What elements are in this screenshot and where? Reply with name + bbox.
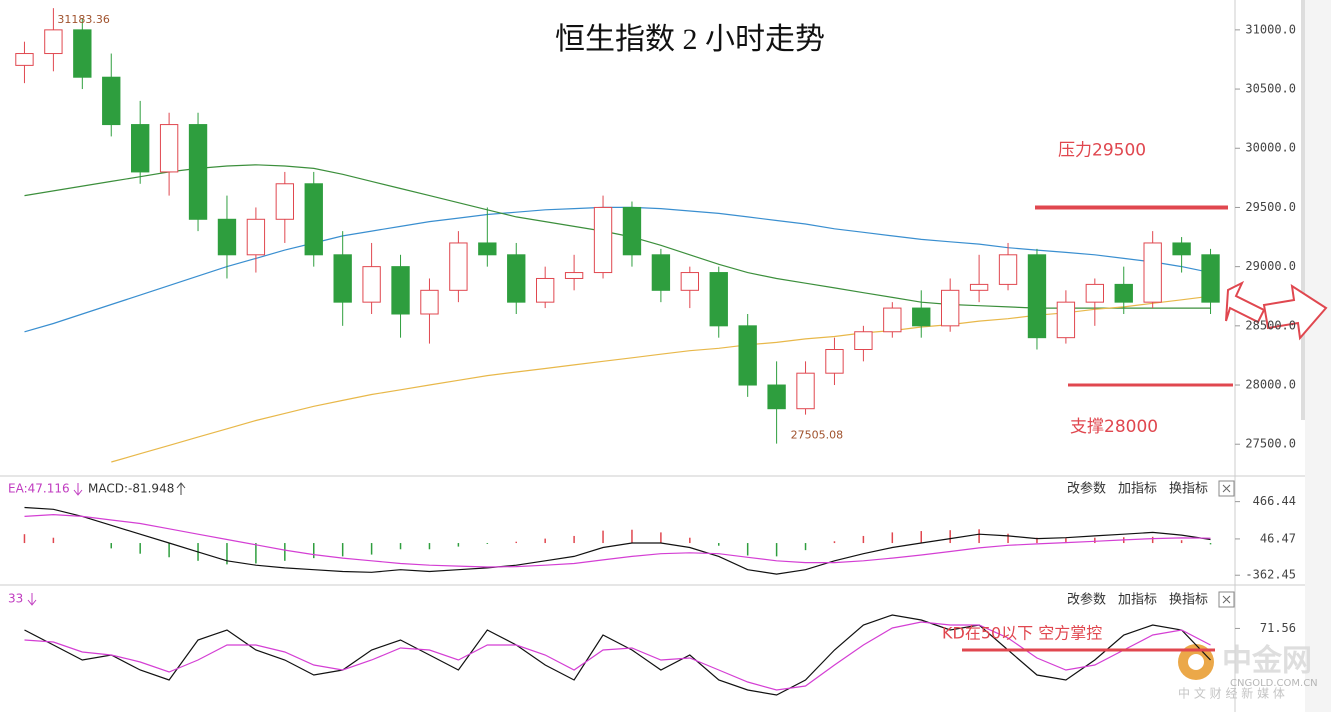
candle-body	[73, 29, 92, 78]
candle-body	[102, 76, 121, 126]
candle-body	[1027, 254, 1047, 339]
candle-body	[1114, 283, 1133, 303]
macd-label: MACD:-81.948	[88, 482, 174, 496]
candle-body	[593, 206, 613, 274]
candle-body	[854, 331, 873, 351]
candle-body	[15, 53, 34, 66]
toolbar: 改参数 加指标 换指标 改参数 加指标 换指标	[1067, 480, 1235, 608]
close-button[interactable]	[1218, 591, 1235, 608]
scrollbar	[1305, 0, 1331, 712]
candle-body	[767, 384, 786, 410]
toolbar-button[interactable]: 加指标	[1118, 482, 1157, 497]
candle-body	[449, 242, 468, 291]
candle-body	[796, 372, 815, 410]
y-tick-label: 27500.0	[1245, 437, 1296, 451]
y-tick-label: 30000.0	[1245, 141, 1296, 155]
chart-title: 恒生指数 2 小时走势	[555, 23, 825, 56]
close-icon	[1222, 484, 1231, 493]
macd-label: EA:47.116	[8, 482, 70, 496]
candle-body	[304, 183, 323, 256]
close-button[interactable]	[1218, 480, 1235, 497]
high-label: 31183.36	[57, 13, 109, 26]
toolbar-button[interactable]: 改参数	[1067, 481, 1106, 497]
y-tick-label: 29000.0	[1245, 259, 1296, 273]
candle-body	[362, 266, 381, 303]
up-arrow	[176, 482, 186, 495]
candle-body	[941, 289, 960, 327]
y-tick-label: 28500.0	[1245, 318, 1296, 332]
resistance-label: 压力29500	[1058, 140, 1146, 160]
watermark-site: CNGOLD.COM.CN	[1230, 678, 1318, 689]
y-tick-label: 31000.0	[1245, 22, 1296, 36]
series-line	[24, 614, 1211, 696]
y-tick-label: -362.45	[1245, 568, 1296, 582]
watermark: 中金网 CNGOLD.COM.CN 中 文 财 经 新 媒 体	[1178, 644, 1318, 701]
series-line	[24, 513, 1211, 568]
series-line	[24, 206, 1211, 333]
series-line	[24, 164, 1211, 309]
candle-body	[912, 307, 931, 327]
candle-body	[478, 242, 497, 256]
candle-body	[420, 289, 439, 315]
candle-body	[217, 218, 237, 256]
toolbar-button[interactable]: 换指标	[1169, 593, 1208, 608]
candle-body	[44, 29, 63, 55]
candle-body	[275, 183, 294, 220]
kd-annotation: KD在50以下 空方掌控	[942, 624, 1102, 643]
candle-body	[333, 254, 352, 303]
watermark-slogan: 中 文 财 经 新 媒 体	[1178, 686, 1285, 701]
down-arrow	[27, 593, 37, 606]
candle-body	[391, 266, 410, 315]
y-tick-label: 46.47	[1260, 531, 1296, 545]
candle-body	[738, 325, 757, 386]
candle-body	[651, 254, 671, 291]
candle-body	[622, 206, 642, 256]
candle-body	[131, 124, 150, 173]
candle-body	[680, 272, 700, 291]
candle-body	[507, 254, 526, 303]
y-tick-label: 28000.0	[1245, 378, 1296, 392]
candle-body	[536, 277, 555, 303]
candle-body	[1056, 301, 1076, 339]
series-line	[24, 506, 1211, 575]
candle-body	[246, 218, 266, 256]
candle-body	[969, 283, 989, 291]
candle-body	[564, 272, 584, 279]
candle-body	[188, 124, 208, 220]
arrow-shape	[1262, 283, 1328, 341]
kd-label: 33	[8, 592, 23, 606]
toolbar-button[interactable]: 加指标	[1118, 593, 1157, 608]
support-label: 支撑28000	[1070, 417, 1158, 437]
candle-body	[709, 272, 728, 327]
candle-body	[159, 124, 179, 173]
y-tick-label: 30500.0	[1245, 82, 1296, 96]
candle-body	[825, 349, 844, 374]
candle-body	[998, 254, 1018, 285]
low-label: 27505.08	[791, 429, 844, 442]
candle-body	[1172, 242, 1191, 256]
candle-body	[1143, 242, 1162, 303]
y-tick-label: 29500.0	[1245, 200, 1296, 214]
down-arrow	[73, 483, 83, 496]
candle-body	[1201, 254, 1220, 303]
y-tick-label: 466.44	[1253, 494, 1296, 508]
series-line	[24, 621, 1211, 691]
candle-body	[883, 307, 902, 333]
toolbar-button[interactable]: 换指标	[1169, 482, 1208, 497]
toolbar-button[interactable]: 改参数	[1067, 592, 1106, 608]
series-line	[111, 295, 1211, 463]
close-icon	[1222, 595, 1231, 604]
arrow-shape	[1225, 280, 1266, 324]
candle-body	[1085, 283, 1104, 303]
scroll-thumb	[1301, 0, 1305, 420]
y-tick-label: 71.56	[1260, 621, 1296, 635]
logo	[1188, 654, 1204, 670]
watermark-name: 中金网	[1222, 644, 1312, 679]
